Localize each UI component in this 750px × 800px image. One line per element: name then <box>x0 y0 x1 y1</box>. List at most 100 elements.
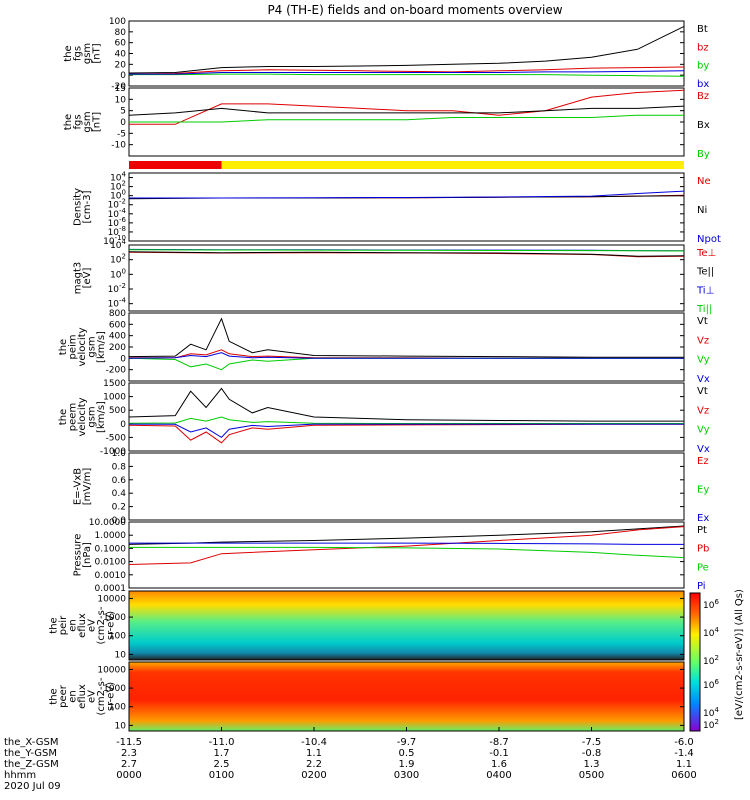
plot-title: P4 (TH-E) fields and on-board moments ov… <box>267 3 562 17</box>
colorbar-tick: 106 <box>703 678 719 691</box>
efield-ytick-label: 1.0 <box>112 449 127 459</box>
density-ytick-label: 100 <box>110 189 126 202</box>
peir-ytick-label: 1000 <box>103 613 126 623</box>
pressure-legend-2: Pe <box>697 562 709 573</box>
x-row-value: -0.8 <box>582 748 602 759</box>
temperature-frame <box>128 244 685 312</box>
fgs-ytick-label: 100 <box>109 17 126 27</box>
pressure-ytick-label: 0.1000 <box>95 544 127 554</box>
x-row-value: -10.4 <box>301 737 327 748</box>
vi-ytick-label: 400 <box>109 332 126 342</box>
temperature-legend-2: Ti⊥ <box>696 285 714 296</box>
colorbar-label: [eV/(cm2-s-sr-eV)] (All Qs) <box>734 589 745 720</box>
x-axis-annotation: the_X-GSM -11.5 -11.0 -10.4 -9.7 -8.7 -7.5 -6.0… <box>4 727 697 792</box>
x-row-value: 0300 <box>394 770 419 781</box>
vi-series-0 <box>128 317 684 358</box>
peer-ytick-label: 10 <box>115 721 127 731</box>
peir-ytick-label: 10 <box>115 650 127 660</box>
vi-legend-1: Vz <box>697 335 709 346</box>
x-row-value: -6.0 <box>674 737 694 748</box>
temperature-legend-3: Ti|| <box>696 304 712 315</box>
ve-series-1 <box>128 423 684 444</box>
colorbar-tick: 102 <box>703 718 719 731</box>
peir-ytick-label: 10000 <box>97 594 126 604</box>
ve-series-3 <box>128 423 684 439</box>
colorbar-tick: 102 <box>703 654 719 667</box>
panel-ve: thepeemvelocitygsm[km/s] 1500 1000 500 0 -500… <box>58 379 710 457</box>
mode-segment-1 <box>221 161 684 169</box>
fgs-ytick-label: 0 <box>120 71 126 81</box>
fgs-legend-0: Bt <box>697 24 708 35</box>
x-row-value: -7.5 <box>582 737 602 748</box>
vi-ylabel: thepeimvelocitygsm[km/s] <box>58 327 107 366</box>
ve-ytick-label: 1000 <box>103 393 126 403</box>
fgs-ytick-label: 60 <box>115 39 127 49</box>
fgs2-ytick-label: -10 <box>111 141 126 151</box>
temperature-ytick-label: 10-4 <box>108 297 127 310</box>
peer-ylabel: thepeerenefluxeV(cm2-s-sr-eV) <box>49 677 117 715</box>
fgs2-ytick-label: 15 <box>115 84 126 94</box>
density-ylabel: Density[cm-3] <box>72 188 93 226</box>
density-ytick-label: 10-10 <box>103 234 126 247</box>
efield-ytick-label: 0.8 <box>112 462 127 472</box>
peer-ytick-label: 10000 <box>97 665 126 675</box>
colorbar-tick: 106 <box>703 598 719 611</box>
fgs2-legend-2: By <box>697 149 710 160</box>
ve-ytick-label: 500 <box>109 406 126 416</box>
efield-legend-1: Ey <box>697 485 709 496</box>
efield-ytick-label: 0.0 <box>112 516 127 526</box>
vi-series-3 <box>128 352 684 359</box>
peir-frame <box>128 590 685 661</box>
vi-ytick-label: 0 <box>120 354 126 364</box>
ve-legend-0: Vt <box>697 386 708 397</box>
panel-pressure: Pressure[nPa] 10.0000 1.0000 0.1000 0.0100 0.… <box>72 518 709 594</box>
fgs-ytick-label: 20 <box>115 60 127 70</box>
density-ytick-label: 10-8 <box>108 225 126 238</box>
colorbar-bar <box>689 592 701 732</box>
peir-spectrogram <box>129 591 684 660</box>
ve-ytick-label: 1500 <box>103 379 126 389</box>
temperature-legend-0: Te⊥ <box>696 248 716 259</box>
x-row-label-3: hhmm <box>4 770 36 781</box>
peer-ytick-label: 100 <box>109 703 126 713</box>
pressure-ytick-label: 0.0001 <box>95 584 127 594</box>
panels-layer: thefgsgsm[nT]100806040200-20Btbzbybxthef… <box>49 17 721 732</box>
panel-density: Density[cm-3] 10410210010-210-410-610-810… <box>72 171 721 247</box>
vi-ytick-label: 200 <box>109 343 126 353</box>
pressure-series-1 <box>128 526 685 565</box>
temperature-ylabel: magt3[eV] <box>72 262 93 295</box>
x-row-label-1: the_Y-GSM <box>4 748 57 759</box>
x-row-value: 1.6 <box>491 759 507 770</box>
efield-legend-0: Ez <box>697 456 709 467</box>
colorbar-tick: 104 <box>703 626 719 639</box>
temperature-ytick-label: 10-2 <box>108 282 126 295</box>
x-row-value: 1.3 <box>584 759 600 770</box>
pressure-ytick-label: 0.0100 <box>95 558 127 568</box>
pressure-series-3 <box>129 542 684 545</box>
efield-frame <box>128 452 685 521</box>
x-row-value: -8.7 <box>489 737 509 748</box>
efield-legend-2: Ex <box>697 513 709 524</box>
fgs2-legend-0: Bz <box>697 91 709 102</box>
efield-ytick-label: 0.4 <box>112 489 127 499</box>
x-row-value: -0.1 <box>489 748 509 759</box>
fgs-ytick-label: -20 <box>111 82 126 92</box>
x-row-value: 2.3 <box>121 748 137 759</box>
density-ytick-label: 102 <box>110 180 126 193</box>
x-row-value: 1.7 <box>214 748 230 759</box>
x-row-value: 0400 <box>486 770 511 781</box>
peer-spectrogram <box>129 662 684 731</box>
fgs-legend-3: bx <box>697 79 709 90</box>
efield-ytick-label: 0.6 <box>112 476 127 486</box>
fgs-ytick-label: 80 <box>115 28 127 38</box>
fgs-series-3 <box>129 70 685 75</box>
fgs2-ytick-label: 0 <box>120 118 126 128</box>
temperature-series-1 <box>128 251 685 257</box>
vi-legend-3: Vx <box>697 374 710 385</box>
x-row-value: -11.5 <box>116 737 142 748</box>
ve-series-2 <box>128 416 684 424</box>
efield-ylabel: E=-VxB[mV/m] <box>72 468 93 506</box>
fgs2-series-2 <box>129 114 684 123</box>
